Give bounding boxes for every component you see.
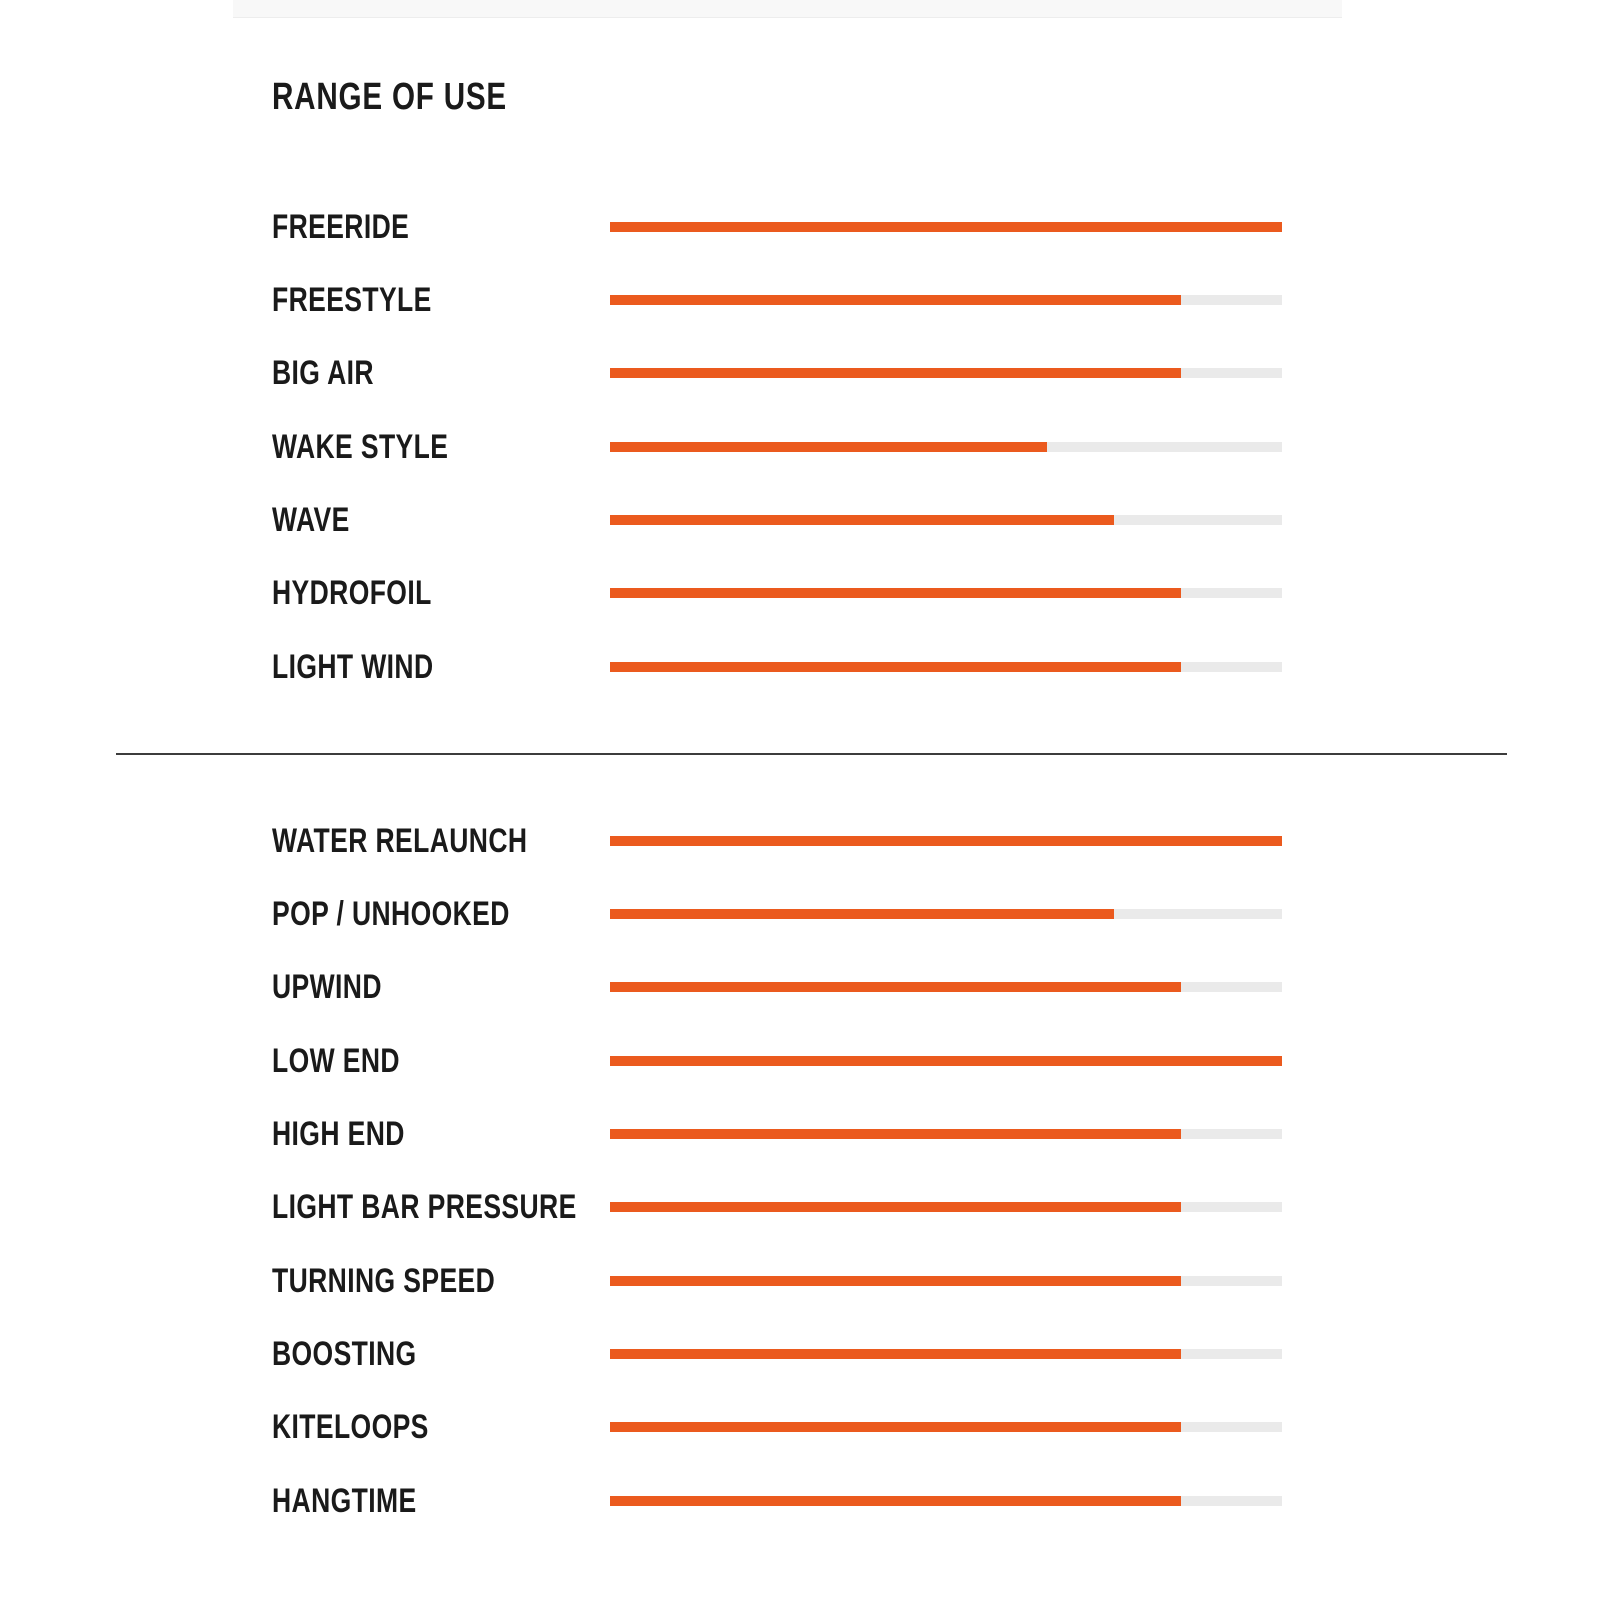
bar-track <box>610 221 1282 232</box>
range-row: BIG AIR <box>0 337 1600 410</box>
range-row: TURNING SPEED <box>0 1244 1600 1317</box>
bar-fill <box>610 221 1282 232</box>
range-label: POP / UNHOOKED <box>272 895 510 934</box>
range-label: LIGHT BAR PRESSURE <box>272 1188 577 1227</box>
bar-track <box>610 835 1282 846</box>
performance-ratings: WATER RELAUNCH POP / UNHOOKED UPWIND LOW… <box>0 804 1600 1537</box>
bar-track <box>610 368 1282 379</box>
range-row: UPWIND <box>0 951 1600 1024</box>
bar-fill <box>610 909 1114 920</box>
range-row: KITELOOPS <box>0 1391 1600 1464</box>
range-row: WAKE STYLE <box>0 410 1600 483</box>
range-label: TURNING SPEED <box>272 1261 496 1300</box>
range-label: HIGH END <box>272 1115 405 1154</box>
bar-fill <box>610 835 1282 846</box>
bar-fill <box>610 295 1182 306</box>
bar-track <box>610 982 1282 993</box>
range-label: FREERIDE <box>272 207 410 246</box>
bar-track <box>610 441 1282 452</box>
bar-track <box>610 1349 1282 1360</box>
range-row: LIGHT BAR PRESSURE <box>0 1171 1600 1244</box>
bar-track <box>610 1422 1282 1433</box>
bar-track <box>610 1055 1282 1066</box>
bar-fill <box>610 1495 1182 1506</box>
range-row: HANGTIME <box>0 1464 1600 1537</box>
bar-fill <box>610 1202 1182 1213</box>
bar-track <box>610 1275 1282 1286</box>
bar-fill <box>610 1129 1182 1140</box>
page-title: RANGE OF USE <box>272 78 573 116</box>
bar-fill <box>610 1422 1182 1433</box>
section-divider <box>116 753 1507 755</box>
range-label: LOW END <box>272 1041 400 1080</box>
range-label: BIG AIR <box>272 354 374 393</box>
bar-fill <box>610 1349 1182 1360</box>
bar-track <box>610 295 1282 306</box>
range-row: HIGH END <box>0 1097 1600 1170</box>
range-row: POP / UNHOOKED <box>0 877 1600 950</box>
range-row: LOW END <box>0 1024 1600 1097</box>
range-row: WAVE <box>0 483 1600 556</box>
bar-track <box>610 661 1282 672</box>
bar-fill <box>610 661 1182 672</box>
range-label: WATER RELAUNCH <box>272 821 528 860</box>
range-row: FREERIDE <box>0 190 1600 263</box>
bar-fill <box>610 515 1114 526</box>
range-label: HANGTIME <box>272 1481 417 1520</box>
bar-fill <box>610 441 1047 452</box>
bar-track <box>610 1495 1282 1506</box>
bar-fill <box>610 1055 1282 1066</box>
range-row: WATER RELAUNCH <box>0 804 1600 877</box>
bar-track <box>610 909 1282 920</box>
range-label: WAVE <box>272 501 350 540</box>
bar-fill <box>610 588 1182 599</box>
range-label: UPWIND <box>272 968 382 1007</box>
bar-track <box>610 1202 1282 1213</box>
range-row: LIGHT WIND <box>0 630 1600 703</box>
bar-fill <box>610 1275 1182 1286</box>
range-row: HYDROFOIL <box>0 557 1600 630</box>
bar-track <box>610 588 1282 599</box>
range-label: WAKE STYLE <box>272 427 449 466</box>
page-title-text: RANGE OF USE <box>272 76 507 118</box>
range-label: LIGHT WIND <box>272 647 434 686</box>
range-row: BOOSTING <box>0 1317 1600 1390</box>
range-label: KITELOOPS <box>272 1408 429 1447</box>
top-banner-strip <box>233 0 1342 18</box>
riding-style-ratings: FREERIDE FREESTYLE BIG AIR WAKE STYLE WA… <box>0 190 1600 703</box>
range-label: BOOSTING <box>272 1335 417 1374</box>
bar-track <box>610 515 1282 526</box>
bar-track <box>610 1129 1282 1140</box>
range-row: FREESTYLE <box>0 263 1600 336</box>
range-label: HYDROFOIL <box>272 574 432 613</box>
bar-fill <box>610 368 1182 379</box>
range-label: FREESTYLE <box>272 281 432 320</box>
bar-fill <box>610 982 1182 993</box>
